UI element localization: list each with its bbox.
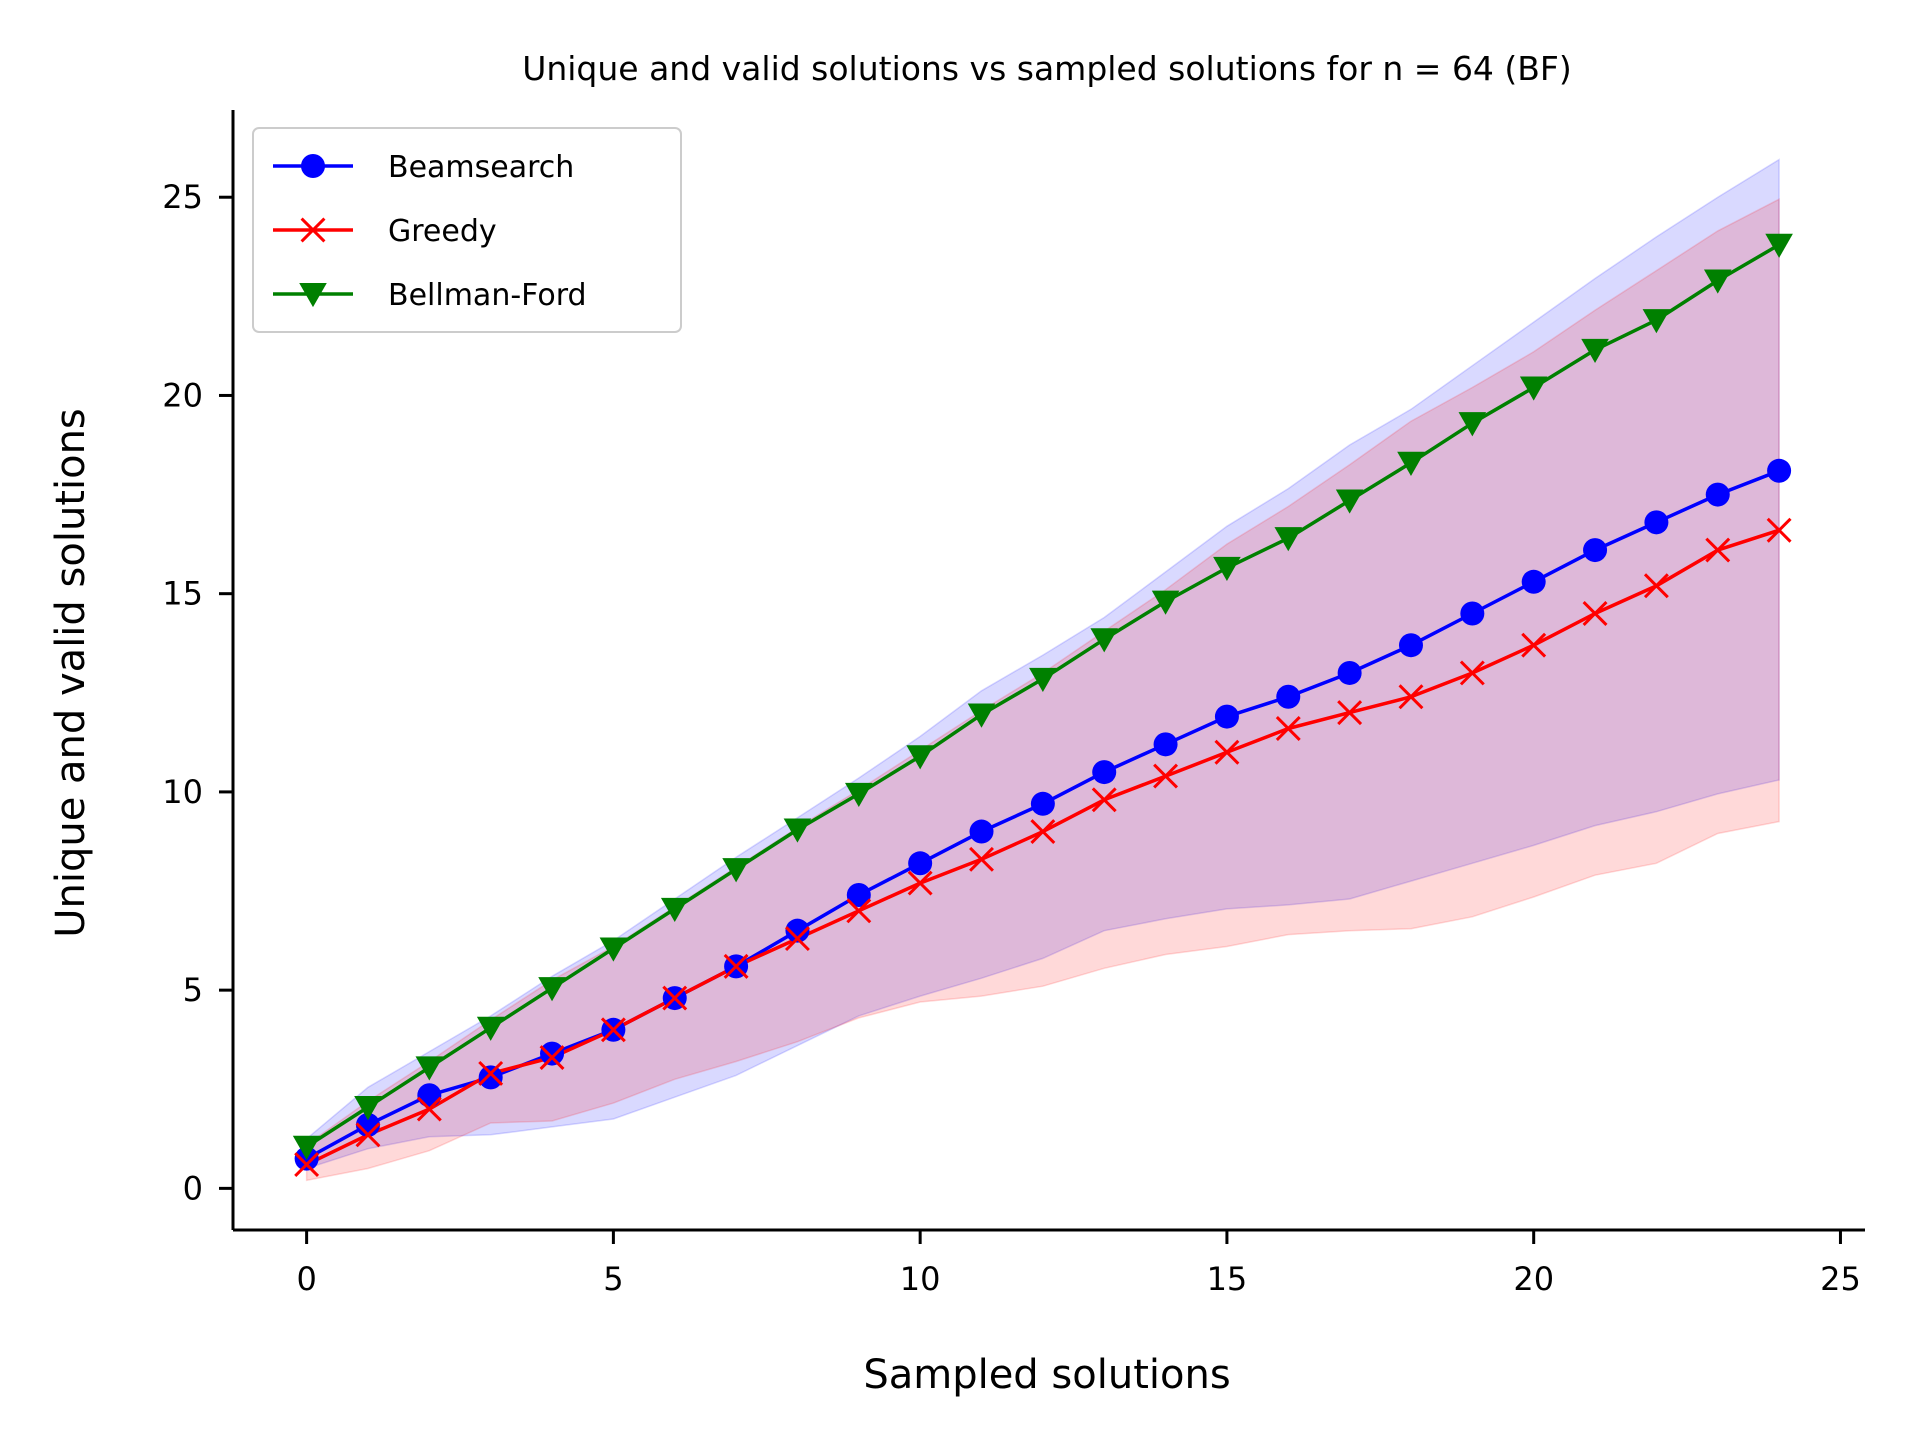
- point-bellman-ford: [1581, 338, 1609, 363]
- legend-marker-greedy: [300, 217, 326, 243]
- point-beamsearch: [1705, 482, 1730, 507]
- axes: [231, 110, 1865, 1232]
- point-greedy: [1582, 601, 1608, 626]
- point-beamsearch: [969, 819, 994, 844]
- point-greedy: [723, 953, 749, 979]
- point-bellman-ford: [1274, 527, 1303, 552]
- point-beamsearch: [908, 851, 933, 876]
- point-bellman-ford: [1090, 628, 1119, 653]
- point-beamsearch: [846, 882, 871, 907]
- y-tick-label: 25: [162, 178, 203, 216]
- point-greedy: [969, 846, 994, 872]
- chart-title: Unique and valid solutions vs sampled so…: [522, 49, 1572, 88]
- point-bellman-ford: [1458, 412, 1487, 437]
- y-axis-label: Unique and valid solutions: [48, 408, 94, 938]
- point-bellman-ford: [1151, 590, 1180, 615]
- point-greedy: [1214, 739, 1240, 765]
- point-greedy: [662, 985, 688, 1011]
- point-bellman-ford: [1642, 309, 1671, 334]
- point-greedy: [1766, 517, 1792, 543]
- point-beamsearch: [1030, 791, 1055, 816]
- legend-label-greedy: Greedy: [388, 214, 497, 249]
- point-bellman-ford: [1519, 376, 1548, 401]
- point-greedy: [1337, 700, 1363, 726]
- point-greedy: [1459, 660, 1485, 686]
- point-greedy: [846, 898, 872, 924]
- point-beamsearch: [1521, 569, 1546, 594]
- y-tick-label: 0: [183, 1169, 203, 1207]
- point-bellman-ford: [1765, 233, 1793, 258]
- point-bellman-ford: [1213, 556, 1241, 582]
- point-beamsearch: [1276, 684, 1301, 709]
- point-greedy: [1521, 632, 1547, 658]
- legend-label-bellman-ford: Bellman-Ford: [388, 278, 587, 313]
- point-greedy: [600, 1017, 626, 1043]
- x-tick-label: 20: [1513, 1260, 1554, 1298]
- point-bellman-ford: [1703, 269, 1732, 294]
- point-greedy: [1153, 763, 1179, 789]
- point-greedy: [294, 1152, 320, 1178]
- point-greedy: [1030, 819, 1056, 845]
- y-axis-ticks: 0 5 10 15 20 25: [162, 178, 233, 1207]
- legend-marker-beamsearch: [301, 154, 325, 178]
- point-beamsearch: [1092, 760, 1117, 785]
- point-bellman-ford: [1029, 667, 1057, 693]
- point-bellman-ford: [476, 1016, 505, 1041]
- point-bellman-ford: [1335, 489, 1364, 514]
- point-greedy: [1705, 537, 1731, 563]
- y-tick-label: 5: [183, 971, 203, 1009]
- x-tick-label: 5: [603, 1260, 623, 1298]
- point-beamsearch: [785, 918, 810, 943]
- point-bellman-ford: [415, 1056, 444, 1081]
- point-bellman-ford: [660, 897, 689, 922]
- x-axis-ticks: 0 5 10 15 20 25: [296, 1230, 1861, 1298]
- x-tick-label: 10: [900, 1260, 941, 1298]
- point-beamsearch: [1214, 704, 1239, 729]
- point-greedy: [784, 926, 810, 952]
- legend-box: [252, 127, 682, 333]
- point-beamsearch: [478, 1065, 503, 1090]
- point-beamsearch: [1337, 660, 1362, 685]
- point-greedy: [1398, 684, 1424, 710]
- point-beamsearch: [1644, 510, 1669, 535]
- point-bellman-ford: [1397, 451, 1425, 476]
- point-bellman-ford: [783, 818, 812, 843]
- point-greedy: [478, 1060, 504, 1086]
- point-bellman-ford: [906, 745, 934, 770]
- point-greedy: [416, 1096, 442, 1122]
- point-bellman-ford: [538, 977, 566, 1002]
- point-beamsearch: [1460, 601, 1485, 626]
- point-bellman-ford: [845, 782, 873, 808]
- point-greedy: [1091, 787, 1117, 813]
- x-axis-label: Sampled solutions: [863, 1352, 1230, 1398]
- point-bellman-ford: [967, 703, 996, 728]
- legend-label-beamsearch: Beamsearch: [388, 150, 574, 185]
- point-beamsearch: [1153, 732, 1178, 757]
- point-beamsearch: [1398, 633, 1423, 658]
- point-bellman-ford: [599, 937, 628, 962]
- y-tick-label: 20: [162, 376, 203, 414]
- y-tick-label: 15: [162, 575, 203, 613]
- x-tick-label: 15: [1207, 1260, 1248, 1298]
- point-greedy: [907, 870, 933, 896]
- point-beamsearch: [1583, 538, 1608, 563]
- point-beamsearch: [417, 1083, 442, 1108]
- legend: Beamsearch Greedy Bellman-Ford: [252, 127, 682, 333]
- x-tick-label: 0: [296, 1260, 316, 1298]
- point-greedy: [355, 1122, 381, 1148]
- point-beamsearch: [1767, 458, 1792, 483]
- point-beamsearch: [540, 1041, 565, 1066]
- y-tick-label: 10: [162, 773, 203, 811]
- point-bellman-ford: [354, 1096, 382, 1121]
- x-tick-label: 25: [1820, 1260, 1861, 1298]
- point-greedy: [539, 1045, 565, 1071]
- point-bellman-ford: [292, 1135, 321, 1160]
- legend-marker-bellman-ford: [299, 282, 327, 308]
- series-markers: [292, 233, 1793, 1178]
- point-bellman-ford: [722, 858, 750, 883]
- point-greedy: [1643, 573, 1669, 599]
- point-greedy: [1275, 716, 1301, 741]
